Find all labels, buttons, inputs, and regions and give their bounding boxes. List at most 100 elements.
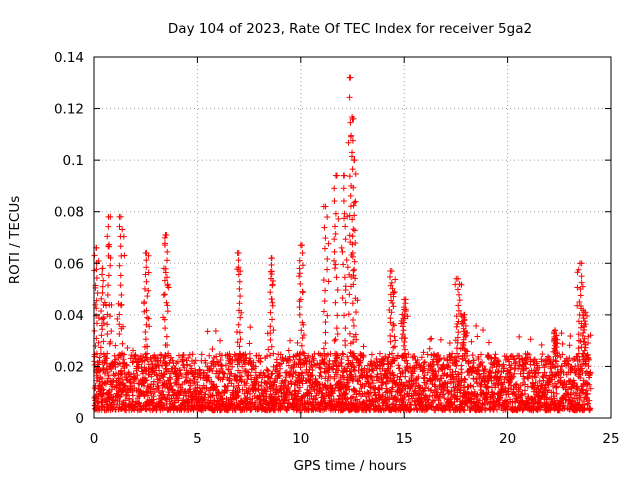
roti-point <box>236 285 243 292</box>
roti-point <box>229 363 236 370</box>
roti-point <box>350 226 357 233</box>
roti-point <box>235 392 242 399</box>
roti-point <box>267 323 274 330</box>
roti-point <box>458 362 465 369</box>
roti-point <box>177 370 184 377</box>
roti-point <box>160 374 167 381</box>
roti-point <box>145 384 152 391</box>
roti-point <box>237 336 244 343</box>
roti-point <box>252 399 259 406</box>
roti-point <box>163 361 170 368</box>
roti-point <box>222 362 229 369</box>
roti-point <box>456 297 463 304</box>
roti-point <box>268 255 275 262</box>
roti-point <box>159 362 166 369</box>
roti-point <box>566 342 573 349</box>
roti-point <box>287 337 294 344</box>
roti-point <box>257 355 264 362</box>
roti-point <box>112 342 119 349</box>
roti-point <box>360 343 367 350</box>
roti-point <box>391 343 398 350</box>
roti-point <box>164 257 171 264</box>
roti-point <box>269 299 276 306</box>
roti-point <box>544 353 551 360</box>
roti-point <box>225 366 232 373</box>
roti-point <box>294 339 301 346</box>
roti-point <box>346 94 353 101</box>
roti-point <box>160 391 167 398</box>
roti-point <box>228 370 235 377</box>
roti-point <box>437 336 444 343</box>
roti-point <box>426 345 433 352</box>
y-tick-label: 0.04 <box>54 308 84 324</box>
roti-point <box>480 327 487 334</box>
roti-point <box>332 230 339 237</box>
roti-point <box>331 248 338 255</box>
roti-point <box>129 359 136 366</box>
roti-point <box>236 278 243 285</box>
roti-point <box>127 373 134 380</box>
roti-point <box>335 215 342 222</box>
roti-point <box>538 341 545 348</box>
roti-point <box>289 373 296 380</box>
roti-point <box>116 223 123 230</box>
roti-point <box>98 375 105 382</box>
roti-point <box>269 316 276 323</box>
roti-point <box>99 271 106 278</box>
roti-point <box>297 364 304 371</box>
roti-point <box>299 249 306 256</box>
roti-point <box>262 387 269 394</box>
roti-point <box>283 374 290 381</box>
roti-point <box>455 302 462 309</box>
roti-point <box>427 336 434 343</box>
roti-point <box>202 359 209 366</box>
roti-point <box>338 244 345 251</box>
roti-point <box>346 173 353 180</box>
roti-point <box>224 387 231 394</box>
roti-point <box>116 331 123 338</box>
roti-point <box>292 369 299 376</box>
x-tick-label: 0 <box>90 431 99 447</box>
roti-point <box>401 296 408 303</box>
roti-point <box>264 367 271 374</box>
roti-point <box>148 373 155 380</box>
roti-point <box>376 350 383 357</box>
roti-point <box>164 342 171 349</box>
roti-point <box>299 370 306 377</box>
roti-point <box>247 324 254 331</box>
roti-point <box>130 370 137 377</box>
roti-point <box>139 358 146 365</box>
roti-point <box>332 223 339 230</box>
roti-point <box>239 386 246 393</box>
roti-point <box>267 336 274 343</box>
roti-point <box>121 252 128 259</box>
roti-point <box>334 331 341 338</box>
roti-point <box>344 264 351 271</box>
roti-point <box>395 362 402 369</box>
roti-point <box>331 185 338 192</box>
roti-point <box>402 346 409 353</box>
roti-point <box>98 307 105 314</box>
roti-point <box>169 357 176 364</box>
roti-point <box>135 365 142 372</box>
roti-point <box>392 337 399 344</box>
roti-point <box>265 346 272 353</box>
roti-point <box>189 370 196 377</box>
y-tick-label: 0.1 <box>63 153 84 169</box>
roti-point <box>106 387 113 394</box>
roti-point <box>287 357 294 364</box>
roti-point <box>117 282 124 289</box>
roti-point <box>340 198 347 205</box>
roti-point <box>212 386 219 393</box>
roti-point <box>292 387 299 394</box>
roti-point <box>577 292 584 299</box>
roti-point <box>164 248 171 255</box>
roti-point <box>387 273 394 280</box>
roti-point <box>247 390 254 397</box>
roti-point <box>237 314 244 321</box>
roti-point <box>163 299 170 306</box>
y-tick-label: 0.06 <box>54 256 84 272</box>
roti-point <box>342 325 349 332</box>
roti-point <box>104 368 111 375</box>
